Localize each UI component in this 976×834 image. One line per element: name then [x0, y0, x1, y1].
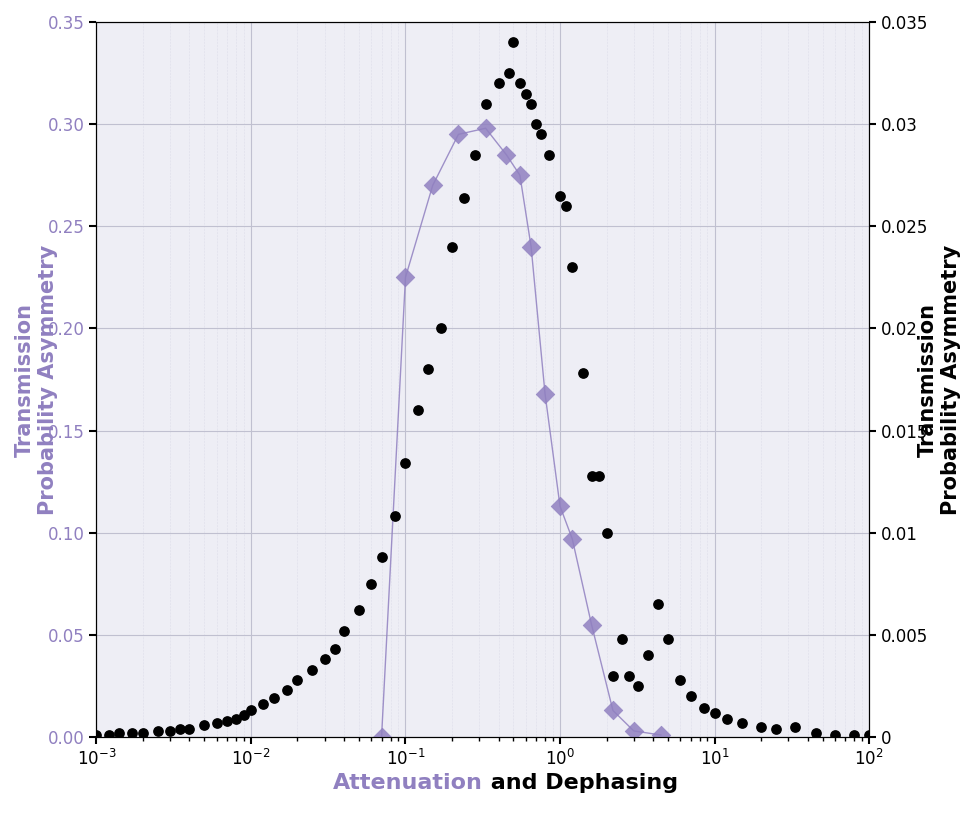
Point — [290, 673, 305, 686]
Point — [523, 97, 539, 110]
Point — [768, 722, 784, 736]
Point — [564, 532, 580, 545]
Point — [386, 510, 402, 523]
Point — [124, 726, 140, 740]
Point — [719, 712, 735, 726]
Point — [533, 128, 549, 141]
Point — [614, 632, 630, 646]
Point — [451, 128, 467, 141]
Point — [605, 669, 621, 682]
Point — [444, 240, 460, 254]
Point — [256, 698, 271, 711]
Point — [467, 148, 482, 162]
Point — [622, 669, 637, 682]
Point — [101, 728, 116, 741]
Point — [196, 718, 212, 731]
Point — [305, 663, 320, 676]
Point — [243, 704, 259, 717]
Point — [421, 363, 436, 376]
Point — [499, 148, 514, 162]
Point — [374, 731, 389, 744]
Point — [506, 36, 521, 49]
Point — [683, 690, 699, 703]
Point — [265, 691, 281, 705]
Point — [336, 624, 351, 637]
Point — [542, 148, 557, 162]
Point — [626, 724, 641, 737]
Point — [660, 632, 675, 646]
Point — [162, 724, 178, 737]
Point — [150, 724, 166, 737]
Point — [228, 712, 244, 726]
Point — [279, 683, 295, 696]
Point — [558, 199, 574, 213]
Point — [478, 97, 494, 110]
Point — [827, 728, 842, 741]
Point — [433, 322, 449, 335]
Point — [753, 721, 769, 734]
Point — [502, 67, 517, 80]
Point — [696, 701, 712, 715]
Point — [640, 649, 656, 662]
Point — [89, 728, 104, 741]
Point — [236, 708, 252, 721]
Point — [787, 721, 802, 734]
Point — [653, 728, 669, 741]
Point — [537, 387, 552, 400]
Point — [861, 728, 876, 741]
Point — [327, 642, 343, 656]
Point — [808, 726, 824, 740]
Text: Attenuation: Attenuation — [333, 773, 483, 793]
Point — [591, 469, 607, 482]
Point — [734, 716, 750, 730]
Point — [317, 653, 333, 666]
Point — [630, 680, 646, 693]
Point — [552, 500, 568, 513]
Point — [173, 722, 188, 736]
Y-axis label: Transmission
Probability Asymmetry: Transmission Probability Asymmetry — [15, 244, 59, 515]
Point — [512, 77, 528, 90]
Point — [672, 673, 688, 686]
Point — [584, 469, 599, 482]
Point — [425, 178, 440, 192]
Text: and Dephasing: and Dephasing — [483, 773, 678, 793]
Point — [846, 728, 862, 741]
Point — [584, 618, 599, 631]
Point — [512, 168, 528, 182]
Point — [491, 77, 507, 90]
Point — [605, 704, 621, 717]
Point — [410, 404, 426, 417]
Point — [374, 550, 389, 564]
Point — [351, 604, 367, 617]
Point — [575, 367, 590, 380]
Point — [209, 716, 224, 730]
Point — [707, 706, 722, 719]
Point — [523, 240, 539, 254]
Point — [220, 714, 235, 727]
Point — [363, 577, 379, 590]
Point — [598, 526, 614, 540]
Point — [457, 191, 472, 204]
Point — [528, 118, 544, 131]
Point — [650, 598, 666, 611]
Point — [478, 122, 494, 135]
Point — [111, 726, 127, 740]
Point — [397, 457, 413, 470]
Y-axis label: Transmission
Probability Asymmetry: Transmission Probability Asymmetry — [917, 244, 961, 515]
Point — [135, 726, 150, 740]
Point — [182, 722, 197, 736]
Point — [397, 271, 413, 284]
Point — [564, 260, 580, 274]
Point — [518, 87, 534, 100]
Point — [552, 189, 568, 203]
